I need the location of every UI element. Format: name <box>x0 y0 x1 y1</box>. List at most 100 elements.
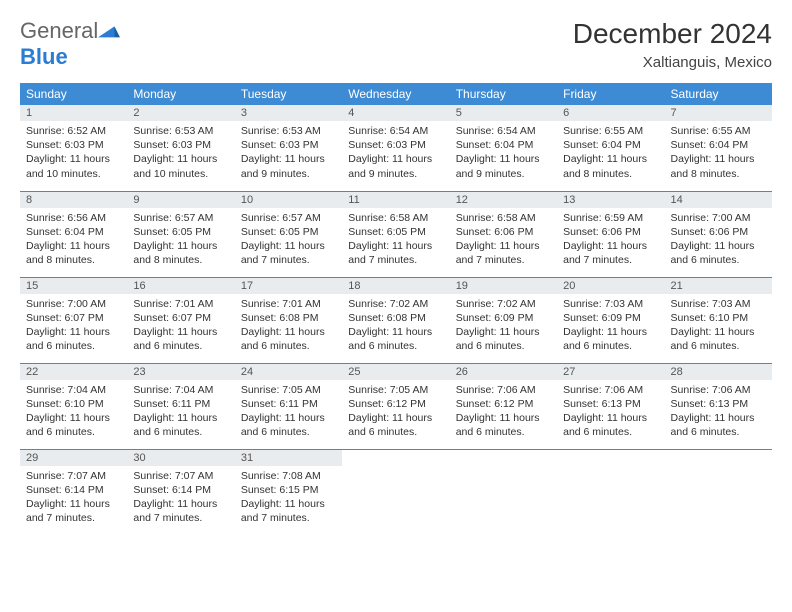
day-number: 15 <box>20 278 127 294</box>
day-body: Sunrise: 6:53 AMSunset: 6:03 PMDaylight:… <box>235 121 342 185</box>
day-body: Sunrise: 7:03 AMSunset: 6:09 PMDaylight:… <box>557 294 664 358</box>
day-body: Sunrise: 7:02 AMSunset: 6:09 PMDaylight:… <box>450 294 557 358</box>
day-number: 31 <box>235 450 342 466</box>
day-body: Sunrise: 6:52 AMSunset: 6:03 PMDaylight:… <box>20 121 127 185</box>
sunset-line: Sunset: 6:07 PM <box>26 311 121 325</box>
daylight-line-1: Daylight: 11 hours <box>26 497 121 511</box>
calendar-day-cell: 19Sunrise: 7:02 AMSunset: 6:09 PMDayligh… <box>450 277 557 363</box>
daylight-line-2: and 6 minutes. <box>671 425 766 439</box>
day-number: 29 <box>20 450 127 466</box>
daylight-line-1: Daylight: 11 hours <box>133 497 228 511</box>
brand-logo: General Blue <box>20 18 120 70</box>
daylight-line-1: Daylight: 11 hours <box>456 239 551 253</box>
daylight-line-2: and 6 minutes. <box>348 425 443 439</box>
calendar-day-cell: 5Sunrise: 6:54 AMSunset: 6:04 PMDaylight… <box>450 105 557 191</box>
sunset-line: Sunset: 6:08 PM <box>241 311 336 325</box>
daylight-line-2: and 7 minutes. <box>563 253 658 267</box>
day-number: 30 <box>127 450 234 466</box>
calendar-week-row: 1Sunrise: 6:52 AMSunset: 6:03 PMDaylight… <box>20 105 772 191</box>
daylight-line-2: and 6 minutes. <box>348 339 443 353</box>
day-number: 8 <box>20 192 127 208</box>
calendar-week-row: 29Sunrise: 7:07 AMSunset: 6:14 PMDayligh… <box>20 449 772 535</box>
calendar-day-cell: 16Sunrise: 7:01 AMSunset: 6:07 PMDayligh… <box>127 277 234 363</box>
sunset-line: Sunset: 6:10 PM <box>671 311 766 325</box>
calendar-day-cell: 18Sunrise: 7:02 AMSunset: 6:08 PMDayligh… <box>342 277 449 363</box>
day-number: 16 <box>127 278 234 294</box>
sunset-line: Sunset: 6:07 PM <box>133 311 228 325</box>
calendar-day-cell: 1Sunrise: 6:52 AMSunset: 6:03 PMDaylight… <box>20 105 127 191</box>
day-number: 7 <box>665 105 772 121</box>
daylight-line-2: and 8 minutes. <box>563 167 658 181</box>
daylight-line-2: and 9 minutes. <box>241 167 336 181</box>
daylight-line-2: and 6 minutes. <box>563 339 658 353</box>
day-number: 5 <box>450 105 557 121</box>
day-body: Sunrise: 6:57 AMSunset: 6:05 PMDaylight:… <box>127 208 234 272</box>
daylight-line-1: Daylight: 11 hours <box>26 411 121 425</box>
daylight-line-1: Daylight: 11 hours <box>348 325 443 339</box>
daylight-line-2: and 7 minutes. <box>26 511 121 525</box>
calendar-day-cell: 2Sunrise: 6:53 AMSunset: 6:03 PMDaylight… <box>127 105 234 191</box>
day-body: Sunrise: 7:07 AMSunset: 6:14 PMDaylight:… <box>127 466 234 530</box>
daylight-line-2: and 6 minutes. <box>133 425 228 439</box>
calendar-day-cell: 29Sunrise: 7:07 AMSunset: 6:14 PMDayligh… <box>20 449 127 535</box>
sunrise-line: Sunrise: 7:04 AM <box>26 383 121 397</box>
day-body: Sunrise: 7:05 AMSunset: 6:12 PMDaylight:… <box>342 380 449 444</box>
calendar-body: 1Sunrise: 6:52 AMSunset: 6:03 PMDaylight… <box>20 105 772 535</box>
daylight-line-2: and 8 minutes. <box>133 253 228 267</box>
daylight-line-2: and 6 minutes. <box>133 339 228 353</box>
sunset-line: Sunset: 6:06 PM <box>456 225 551 239</box>
daylight-line-2: and 6 minutes. <box>563 425 658 439</box>
sunset-line: Sunset: 6:14 PM <box>133 483 228 497</box>
sunrise-line: Sunrise: 6:54 AM <box>456 124 551 138</box>
day-body: Sunrise: 6:55 AMSunset: 6:04 PMDaylight:… <box>665 121 772 185</box>
sunrise-line: Sunrise: 6:53 AM <box>241 124 336 138</box>
page-title: December 2024 <box>573 18 772 50</box>
daylight-line-2: and 6 minutes. <box>456 339 551 353</box>
calendar-day-cell: 30Sunrise: 7:07 AMSunset: 6:14 PMDayligh… <box>127 449 234 535</box>
sunset-line: Sunset: 6:09 PM <box>563 311 658 325</box>
day-body: Sunrise: 6:56 AMSunset: 6:04 PMDaylight:… <box>20 208 127 272</box>
day-body: Sunrise: 7:01 AMSunset: 6:07 PMDaylight:… <box>127 294 234 358</box>
daylight-line-2: and 7 minutes. <box>133 511 228 525</box>
day-number: 23 <box>127 364 234 380</box>
calendar-day-cell: 14Sunrise: 7:00 AMSunset: 6:06 PMDayligh… <box>665 191 772 277</box>
daylight-line-1: Daylight: 11 hours <box>133 411 228 425</box>
calendar-empty-cell: .. <box>557 449 664 535</box>
day-body: Sunrise: 7:06 AMSunset: 6:13 PMDaylight:… <box>665 380 772 444</box>
calendar-day-cell: 22Sunrise: 7:04 AMSunset: 6:10 PMDayligh… <box>20 363 127 449</box>
sunset-line: Sunset: 6:13 PM <box>563 397 658 411</box>
daylight-line-2: and 7 minutes. <box>348 253 443 267</box>
sunrise-line: Sunrise: 6:56 AM <box>26 211 121 225</box>
weekday-header: Monday <box>127 83 234 105</box>
daylight-line-2: and 6 minutes. <box>26 425 121 439</box>
daylight-line-2: and 6 minutes. <box>241 425 336 439</box>
day-body: Sunrise: 7:07 AMSunset: 6:14 PMDaylight:… <box>20 466 127 530</box>
day-body: Sunrise: 6:55 AMSunset: 6:04 PMDaylight:… <box>557 121 664 185</box>
sunrise-line: Sunrise: 7:04 AM <box>133 383 228 397</box>
daylight-line-2: and 6 minutes. <box>671 253 766 267</box>
calendar-day-cell: 20Sunrise: 7:03 AMSunset: 6:09 PMDayligh… <box>557 277 664 363</box>
day-body: Sunrise: 7:03 AMSunset: 6:10 PMDaylight:… <box>665 294 772 358</box>
daylight-line-1: Daylight: 11 hours <box>241 239 336 253</box>
daylight-line-2: and 6 minutes. <box>456 425 551 439</box>
sunrise-line: Sunrise: 6:58 AM <box>348 211 443 225</box>
daylight-line-1: Daylight: 11 hours <box>133 325 228 339</box>
sunrise-line: Sunrise: 7:06 AM <box>456 383 551 397</box>
daylight-line-2: and 10 minutes. <box>133 167 228 181</box>
sunset-line: Sunset: 6:13 PM <box>671 397 766 411</box>
calendar-day-cell: 8Sunrise: 6:56 AMSunset: 6:04 PMDaylight… <box>20 191 127 277</box>
sunset-line: Sunset: 6:03 PM <box>348 138 443 152</box>
calendar-empty-cell: .. <box>342 449 449 535</box>
sunrise-line: Sunrise: 7:05 AM <box>241 383 336 397</box>
daylight-line-1: Daylight: 11 hours <box>241 497 336 511</box>
sunrise-line: Sunrise: 6:57 AM <box>241 211 336 225</box>
day-number: 2 <box>127 105 234 121</box>
day-body: Sunrise: 7:04 AMSunset: 6:11 PMDaylight:… <box>127 380 234 444</box>
day-number: 20 <box>557 278 664 294</box>
brand-general: General <box>20 18 98 43</box>
sunrise-line: Sunrise: 6:57 AM <box>133 211 228 225</box>
day-body: Sunrise: 7:06 AMSunset: 6:13 PMDaylight:… <box>557 380 664 444</box>
sunrise-line: Sunrise: 7:06 AM <box>671 383 766 397</box>
day-body: Sunrise: 6:58 AMSunset: 6:06 PMDaylight:… <box>450 208 557 272</box>
calendar-table: SundayMondayTuesdayWednesdayThursdayFrid… <box>20 83 772 535</box>
